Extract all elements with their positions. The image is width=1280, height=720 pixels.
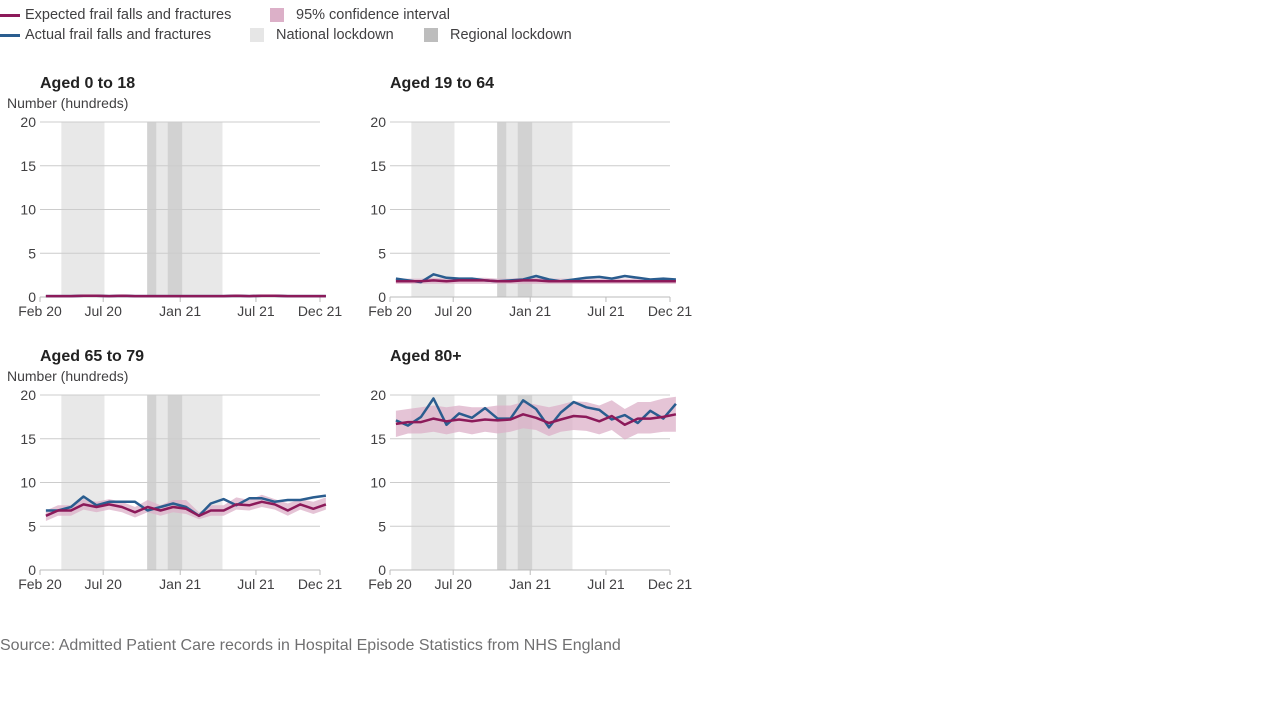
legend-item-ci: 95% confidence interval <box>270 5 450 25</box>
x-tick-label: Jul 20 <box>435 303 473 319</box>
actual-series-line <box>45 494 327 518</box>
x-tick-label: Jul 21 <box>237 576 275 592</box>
legend-swatch-ci <box>270 8 284 22</box>
y-tick-label: 10 <box>20 475 36 491</box>
legend-swatch-regional <box>424 28 438 42</box>
y-axis-label: Number (hundreds) <box>7 368 128 384</box>
panel-title: Aged 0 to 18 <box>40 75 135 92</box>
y-tick-label: 0 <box>378 289 386 305</box>
legend-item-regional: Regional lockdown <box>424 25 572 45</box>
source-note: Source: Admitted Patient Care records in… <box>0 637 621 654</box>
x-tick-label: Dec 21 <box>298 576 343 592</box>
x-tick-label: Dec 21 <box>648 576 693 592</box>
legend-item-national: National lockdown <box>250 25 394 45</box>
chart-panel-2: 0 5 10 15 20 Feb 20 Jul 20 Jan 21 Jul 21 Dec 21 Ag… <box>368 75 692 319</box>
y-tick-label: 15 <box>20 431 36 447</box>
expected-series-line <box>395 413 677 427</box>
y-tick-label: 10 <box>370 202 386 218</box>
y-tick-label: 0 <box>378 562 386 578</box>
expected-series-line <box>395 279 676 283</box>
x-tick-label: Jul 21 <box>587 303 625 319</box>
x-tick-label: Jul 21 <box>587 576 625 592</box>
expected-series-line <box>45 500 327 518</box>
y-tick-label: 10 <box>370 475 386 491</box>
chart-panel-4: 0 5 10 15 20 Feb 20 Jul 20 Jan 21 Jul 21 Dec 21 Ag… <box>368 348 692 592</box>
legend-label-expected: Expected frail falls and fractures <box>25 7 232 23</box>
x-tick-label: Feb 20 <box>368 303 412 319</box>
legend-label-national: National lockdown <box>276 27 394 43</box>
x-tick-label: Jul 20 <box>85 303 123 319</box>
y-tick-label: 0 <box>28 562 36 578</box>
y-tick-label: 20 <box>370 114 386 130</box>
x-tick-label: Feb 20 <box>18 576 62 592</box>
x-tick-label: Dec 21 <box>648 303 693 319</box>
panel-title: Aged 19 to 64 <box>390 75 494 92</box>
chart-panel-1: 0 5 10 15 20 Feb 20 Jul 20 Jan 21 Jul 21 Dec 21 Ag… <box>7 75 342 319</box>
legend-swatch-actual <box>0 33 20 37</box>
actual-series-line <box>395 397 677 429</box>
y-tick-label: 10 <box>20 202 36 218</box>
legend-swatch-national <box>250 28 264 42</box>
actual-series-line <box>395 273 676 284</box>
x-tick-label: Dec 21 <box>298 303 343 319</box>
y-tick-label: 5 <box>28 518 36 534</box>
legend-item-expected: Expected frail falls and fractures <box>0 5 231 25</box>
x-tick-label: Feb 20 <box>368 576 412 592</box>
y-tick-label: 15 <box>370 431 386 447</box>
x-tick-label: Jan 21 <box>159 576 201 592</box>
y-tick-label: 0 <box>28 289 36 305</box>
y-tick-label: 20 <box>370 387 386 403</box>
y-tick-label: 5 <box>378 518 386 534</box>
y-tick-label: 15 <box>20 158 36 174</box>
legend-item-actual: Actual frail falls and fractures <box>0 25 211 45</box>
legend-label-regional: Regional lockdown <box>450 27 572 43</box>
panel-title: Aged 65 to 79 <box>40 348 144 365</box>
legend-label-actual: Actual frail falls and fractures <box>25 27 212 43</box>
y-axis-label: Number (hundreds) <box>7 95 128 111</box>
small-multiples-chart: 0 5 10 15 20 Feb 20 Jul 20 Jan 21 Jul 21 Dec 21 Ag… <box>7 75 692 592</box>
y-tick-label: 20 <box>20 387 36 403</box>
x-tick-label: Jan 21 <box>159 303 201 319</box>
y-tick-label: 15 <box>370 158 386 174</box>
chart-panel-3: 0 5 10 15 20 Feb 20 Jul 20 Jan 21 Jul 21 Dec 21 Ag… <box>7 348 342 592</box>
x-tick-label: Feb 20 <box>18 303 62 319</box>
panel-title: Aged 80+ <box>390 348 462 365</box>
y-tick-label: 5 <box>28 245 36 261</box>
x-tick-label: Jul 20 <box>85 576 123 592</box>
y-tick-label: 5 <box>378 245 386 261</box>
x-tick-label: Jan 21 <box>509 303 551 319</box>
legend-swatch-expected <box>0 13 20 17</box>
y-tick-label: 20 <box>20 114 36 130</box>
legend-label-ci: 95% confidence interval <box>296 7 450 23</box>
x-tick-label: Jul 21 <box>237 303 275 319</box>
x-tick-label: Jul 20 <box>435 576 473 592</box>
x-tick-label: Jan 21 <box>509 576 551 592</box>
